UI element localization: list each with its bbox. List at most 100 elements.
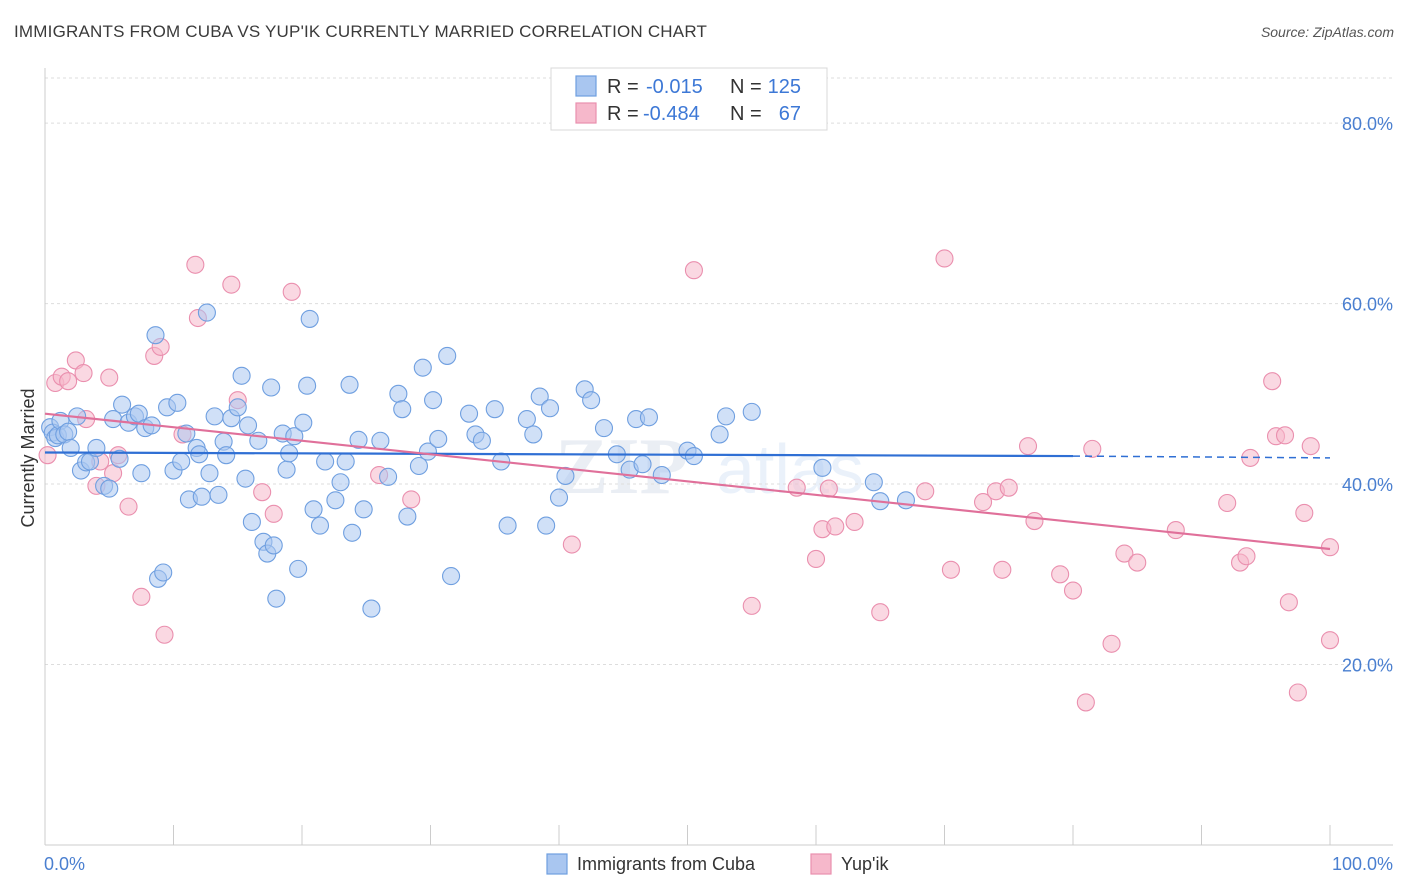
chart-title: IMMIGRANTS FROM CUBA VS YUP'IK CURRENTLY… bbox=[14, 22, 708, 41]
yupik-point bbox=[222, 275, 241, 294]
cuba-point bbox=[530, 387, 549, 406]
yupik-point bbox=[1301, 437, 1320, 456]
yupik-point bbox=[38, 446, 57, 465]
cuba-point bbox=[459, 404, 479, 423]
cuba-point bbox=[594, 419, 614, 438]
yupik-point bbox=[999, 478, 1018, 497]
cuba-point bbox=[524, 425, 543, 444]
yupik-point bbox=[1320, 631, 1340, 650]
cuba-point bbox=[652, 465, 671, 485]
yupik-point bbox=[1218, 493, 1237, 513]
cuba-point bbox=[498, 516, 517, 535]
cuba-point bbox=[582, 391, 601, 410]
cuba-point bbox=[639, 408, 659, 427]
cuba-point bbox=[190, 445, 209, 464]
yupik-point bbox=[1166, 521, 1185, 540]
cuba-point bbox=[238, 416, 258, 435]
yupik-point bbox=[1025, 512, 1044, 531]
legend-n-label-1: N = bbox=[730, 76, 762, 98]
cuba-point bbox=[232, 366, 251, 385]
cuba-point bbox=[362, 599, 381, 618]
cuba-point bbox=[418, 442, 437, 461]
yupik-point bbox=[826, 517, 845, 536]
bottom-legend: Immigrants from Cuba Yup'ik bbox=[546, 853, 889, 875]
legend-r-label-2: R = bbox=[607, 103, 639, 125]
cuba-point bbox=[59, 422, 78, 441]
cuba-point bbox=[354, 500, 373, 519]
cuba-point bbox=[172, 452, 191, 471]
cuba-point bbox=[537, 516, 556, 535]
yupik-point bbox=[1263, 372, 1282, 391]
cuba-point bbox=[413, 358, 432, 377]
cuba-point bbox=[485, 400, 504, 419]
legend-r-label-1: R = bbox=[607, 76, 639, 98]
cuba-point bbox=[146, 326, 165, 345]
cuba-point bbox=[205, 407, 224, 426]
cuba-point bbox=[710, 425, 729, 444]
cuba-point bbox=[742, 402, 761, 421]
legend-n-value-1: 125 bbox=[768, 76, 801, 98]
yupik-point bbox=[1018, 437, 1038, 456]
cuba-point bbox=[517, 410, 536, 429]
yupik-point bbox=[845, 512, 864, 532]
cuba-point bbox=[379, 467, 398, 486]
cuba-point bbox=[549, 488, 569, 507]
cuba-point bbox=[113, 395, 132, 414]
cuba-point bbox=[398, 507, 417, 526]
cuba-point bbox=[409, 456, 428, 476]
cuba-point bbox=[442, 567, 461, 586]
cuba-point bbox=[267, 589, 286, 608]
yupik-point bbox=[282, 282, 301, 301]
cuba-trend-extension bbox=[1072, 455, 1331, 459]
yupik-point bbox=[684, 261, 703, 280]
cuba-point bbox=[87, 438, 106, 458]
yupik-point bbox=[100, 368, 119, 387]
y-tick-label: 80.0% bbox=[1342, 114, 1393, 134]
yupik-point bbox=[1320, 538, 1340, 557]
x-tick-label-max: 100.0% bbox=[1332, 854, 1393, 874]
cuba-point bbox=[340, 375, 359, 394]
cuba-point bbox=[472, 431, 491, 450]
yupik-point bbox=[1128, 553, 1147, 572]
yupik-point bbox=[1051, 565, 1070, 584]
bottom-legend-label-cuba: Immigrants from Cuba bbox=[577, 854, 756, 874]
yupik-point bbox=[916, 482, 935, 501]
cuba-point bbox=[540, 399, 560, 418]
legend-swatch-cuba bbox=[575, 75, 597, 97]
cuba-point bbox=[349, 430, 368, 449]
yupik-point bbox=[742, 596, 761, 615]
cuba-point bbox=[310, 516, 330, 535]
cuba-point bbox=[633, 455, 652, 474]
legend-swatch-yupik bbox=[575, 102, 597, 124]
legend-box: R = -0.015 N = 125 R = -0.484 N = 67 bbox=[550, 67, 828, 131]
cuba-point bbox=[132, 464, 151, 483]
cuba-point bbox=[197, 303, 216, 322]
yupik-point bbox=[935, 249, 954, 268]
yupik-point bbox=[993, 560, 1012, 579]
yupik-point bbox=[155, 625, 174, 644]
yupik-point bbox=[973, 493, 993, 512]
cuba-point bbox=[242, 512, 261, 532]
watermark: ZIP atlas bbox=[555, 423, 864, 511]
yupik-point bbox=[1102, 634, 1121, 653]
y-tick-label: 20.0% bbox=[1342, 656, 1393, 676]
cuba-point bbox=[371, 431, 390, 450]
yupik-point bbox=[1063, 581, 1083, 600]
yupik-point bbox=[941, 560, 960, 579]
yupik-point bbox=[1288, 683, 1307, 702]
series-yupik-points bbox=[38, 249, 1340, 712]
cuba-point bbox=[217, 446, 236, 465]
yupik-point bbox=[253, 483, 272, 502]
yupik-trend-line bbox=[44, 412, 1331, 551]
legend-r-value-1: -0.015 bbox=[646, 76, 703, 98]
cuba-point bbox=[289, 559, 308, 578]
legend-n-value-2: 67 bbox=[779, 103, 801, 125]
cuba-point bbox=[424, 391, 443, 410]
cuba-point bbox=[200, 464, 219, 483]
cuba-point bbox=[389, 384, 408, 403]
bottom-legend-label-yupik: Yup'ik bbox=[841, 854, 889, 874]
cuba-point bbox=[438, 346, 457, 365]
cuba-trend-line bbox=[44, 451, 1074, 458]
yupik-point bbox=[59, 372, 78, 391]
yupik-point bbox=[871, 603, 890, 622]
